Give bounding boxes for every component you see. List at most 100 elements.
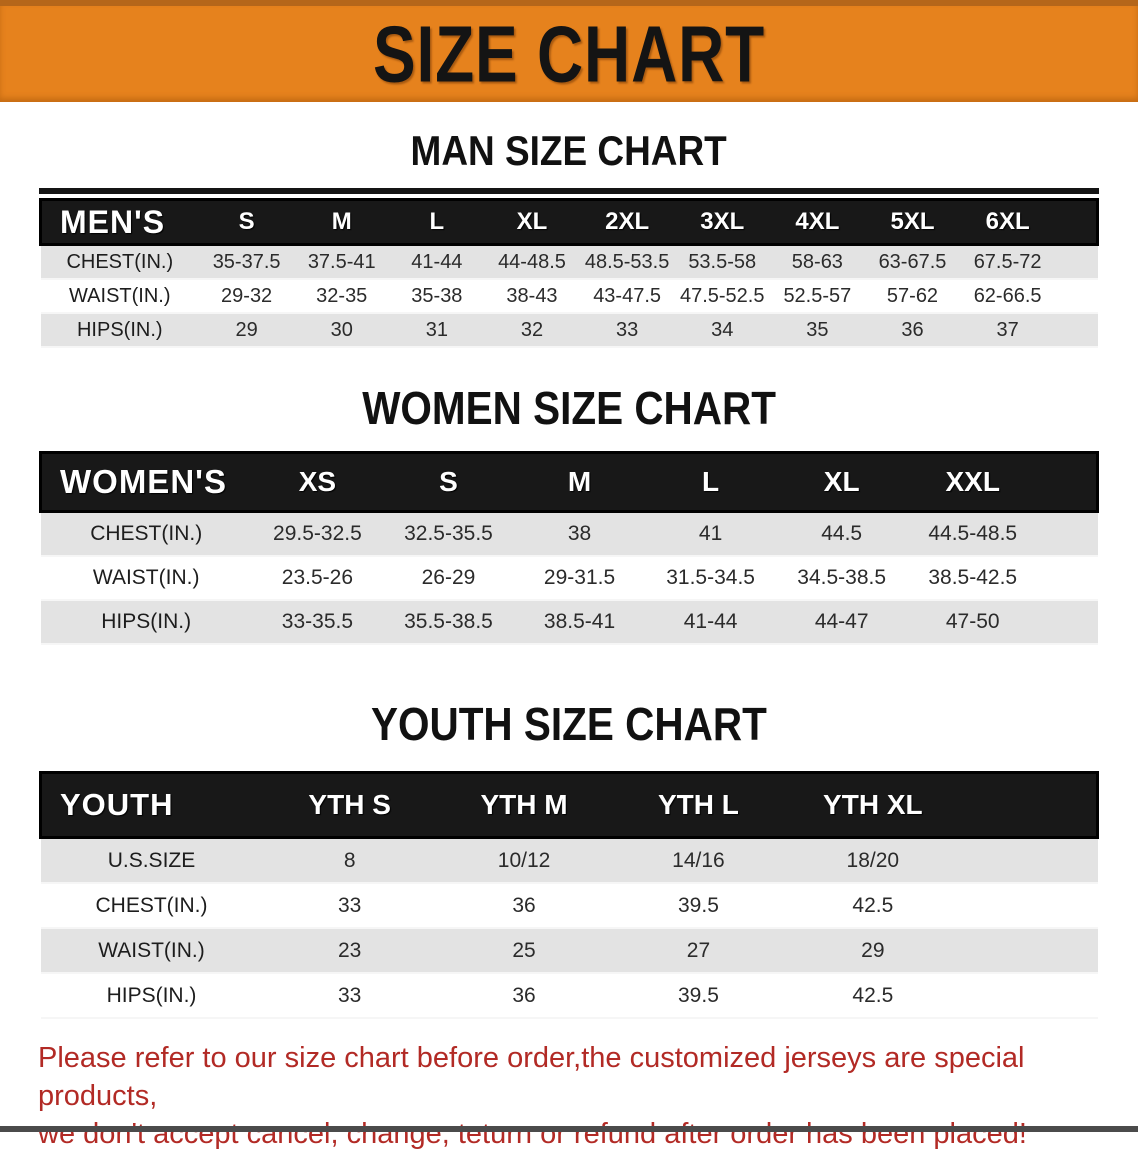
youth-section-heading-text: YOUTH SIZE CHART (371, 698, 767, 750)
size-value: 38.5-41 (514, 600, 646, 645)
men-size-column-header: 4XL (769, 198, 865, 246)
youth-measurement-row: HIPS(IN.) 33 36 39.5 42.5 (40, 973, 1098, 1019)
size-value: 35-37.5 (199, 244, 295, 280)
size-value: 36 (436, 883, 612, 929)
men-section: MAN SIZE CHART MEN'S S M L XL 2XL 3XL 4XL 5XL 6XL… (0, 127, 1138, 348)
men-size-column-header: S (199, 198, 295, 246)
size-value: 42.5 (785, 973, 961, 1019)
row-label: CHEST(IN.) (40, 511, 252, 557)
size-value: 32.5-35.5 (382, 511, 515, 557)
women-section-heading-text: WOMEN SIZE CHART (362, 382, 776, 434)
women-section-heading: WOMEN SIZE CHART (0, 381, 1138, 435)
size-value: 18/20 (785, 837, 961, 884)
youth-size-column-header: YTH M (436, 771, 612, 839)
spacer-cell (1055, 198, 1100, 246)
spacer-cell (1038, 556, 1098, 601)
size-value: 36 (436, 973, 612, 1019)
size-value: 32-35 (294, 279, 390, 314)
order-disclaimer: Please refer to our size chart before or… (0, 1039, 1138, 1153)
size-value: 33 (262, 973, 437, 1019)
spacer-cell (960, 837, 1098, 884)
size-value: 41 (645, 511, 777, 557)
spacer-cell (960, 771, 1100, 839)
size-value: 23 (262, 928, 437, 974)
size-value: 35 (769, 313, 865, 348)
men-size-column-header: M (294, 198, 390, 246)
youth-size-column-header: YTH S (262, 771, 437, 839)
size-value: 57-62 (864, 279, 961, 314)
spacer-cell (960, 973, 1098, 1019)
women-size-column-header: L (645, 451, 777, 513)
youth-table-header-row: YOUTH YTH S YTH M YTH L YTH XL (39, 771, 1100, 839)
men-measurement-row: CHEST(IN.) 35-37.5 37.5-41 41-44 44-48.5 48.5… (40, 244, 1098, 280)
size-value: 30 (294, 313, 390, 348)
size-value: 41-44 (645, 600, 777, 645)
size-value: 38.5-42.5 (907, 556, 1039, 601)
size-value: 38 (514, 511, 646, 557)
men-size-column-header: 5XL (864, 198, 961, 246)
size-value: 41-44 (389, 244, 485, 280)
women-size-column-header: XS (251, 451, 383, 513)
size-value: 29 (785, 928, 961, 974)
men-table-topline (39, 188, 1099, 194)
row-label: U.S.SIZE (40, 837, 263, 884)
men-measurement-row: HIPS(IN.) 29 30 31 32 33 34 35 36 37 (40, 313, 1098, 348)
size-value: 25 (436, 928, 612, 974)
row-label: HIPS(IN.) (40, 973, 263, 1019)
size-value: 44.5 (776, 511, 908, 557)
men-size-column-header: XL (484, 198, 580, 246)
women-table-header-row: WOMEN'S XS S M L XL XXL (38, 451, 1100, 513)
size-value: 29-32 (199, 279, 295, 314)
size-value: 32 (484, 313, 580, 348)
youth-measurement-row: CHEST(IN.) 33 36 39.5 42.5 (40, 883, 1098, 929)
spacer-cell (960, 883, 1098, 929)
men-section-heading-text: MAN SIZE CHART (410, 127, 728, 174)
spacer-cell (1055, 279, 1098, 314)
youth-size-table-container: YOUTH YTH S YTH M YTH L YTH XL U.S.SIZE 8 10/12… (39, 771, 1100, 1019)
size-value: 39.5 (611, 973, 786, 1019)
size-value: 8 (262, 837, 437, 884)
youth-section-heading: YOUTH SIZE CHART (0, 697, 1138, 751)
women-measurement-row: CHEST(IN.) 29.5-32.5 32.5-35.5 38 41 44.5 44.5… (40, 511, 1098, 557)
size-value: 38-43 (484, 279, 580, 314)
banner-title: SIZE CHART (373, 8, 765, 99)
size-value: 47.5-52.5 (674, 279, 770, 314)
size-value: 23.5-26 (251, 556, 383, 601)
row-label: CHEST(IN.) (40, 244, 200, 280)
youth-section: YOUTH SIZE CHART YOUTH YTH S YTH M YTH L YTH… (0, 697, 1138, 1019)
men-size-table: MEN'S S M L XL 2XL 3XL 4XL 5XL 6XL CHEST(IN.) 35-37… (39, 198, 1100, 348)
row-label: HIPS(IN.) (40, 313, 200, 348)
bottom-edge-line (0, 1126, 1138, 1132)
size-value: 44-47 (776, 600, 908, 645)
spacer-cell (1038, 511, 1098, 557)
youth-measurement-row: WAIST(IN.) 23 25 27 29 (40, 928, 1098, 974)
size-value: 44.5-48.5 (907, 511, 1039, 557)
men-table-header-row: MEN'S S M L XL 2XL 3XL 4XL 5XL 6XL (39, 198, 1100, 246)
women-size-table-container: WOMEN'S XS S M L XL XXL CHEST(IN.) 29.5-32.5 32.5… (38, 451, 1100, 645)
size-value: 27 (611, 928, 786, 974)
size-value: 34.5-38.5 (776, 556, 908, 601)
size-value: 37 (960, 313, 1056, 348)
men-size-column-header: 6XL (960, 198, 1056, 246)
men-size-table-container: MEN'S S M L XL 2XL 3XL 4XL 5XL 6XL CHEST(IN.) 35-37… (39, 198, 1100, 348)
size-value: 29 (199, 313, 295, 348)
size-value: 39.5 (611, 883, 786, 929)
size-value: 62-66.5 (960, 279, 1056, 314)
women-size-column-header: M (514, 451, 646, 513)
size-value: 58-63 (769, 244, 865, 280)
size-value: 35-38 (389, 279, 485, 314)
men-size-column-header: L (389, 198, 485, 246)
women-section: WOMEN SIZE CHART WOMEN'S XS S M L XL XXL CHEST(… (0, 381, 1138, 645)
size-value: 53.5-58 (674, 244, 770, 280)
size-value: 26-29 (382, 556, 515, 601)
size-value: 33-35.5 (251, 600, 383, 645)
size-value: 14/16 (611, 837, 786, 884)
size-value: 48.5-53.5 (579, 244, 675, 280)
row-label: HIPS(IN.) (40, 600, 252, 645)
women-size-column-header: S (382, 451, 515, 513)
women-size-table: WOMEN'S XS S M L XL XXL CHEST(IN.) 29.5-32.5 32.5… (38, 451, 1100, 645)
men-size-column-header: 3XL (674, 198, 770, 246)
spacer-cell (1055, 244, 1098, 280)
size-value: 29.5-32.5 (251, 511, 383, 557)
